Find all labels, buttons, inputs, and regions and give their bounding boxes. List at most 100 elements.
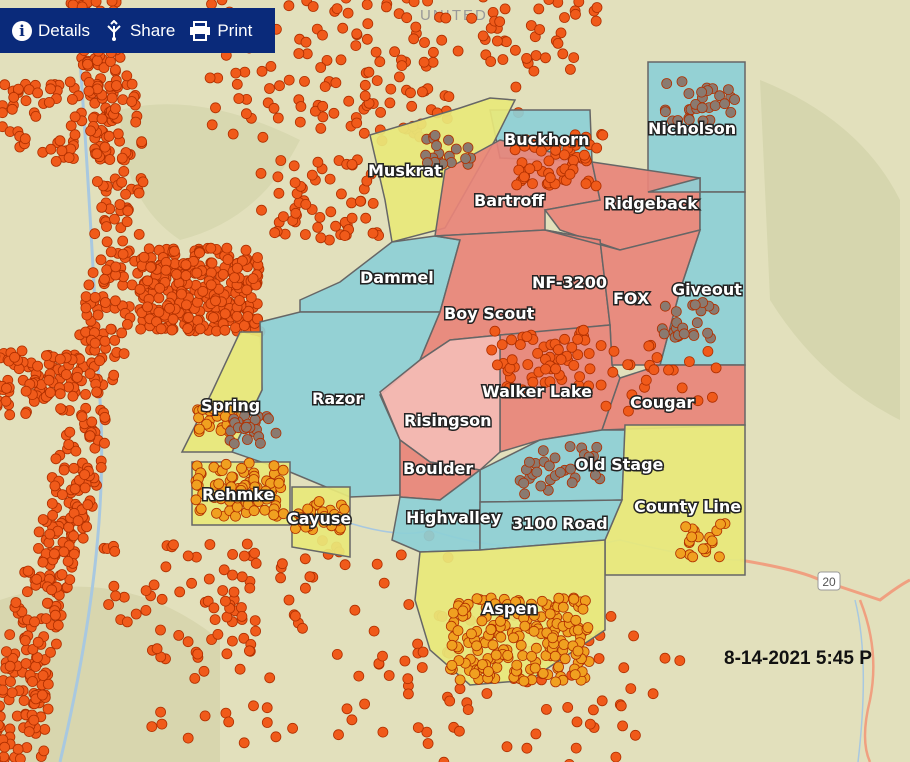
incident-dot [50,453,62,465]
incident-dot [452,45,464,57]
incident-dot [574,371,585,383]
incident-dot [235,602,247,613]
incident-dot [0,741,10,753]
incident-dot [421,726,433,738]
incident-dot [117,235,129,247]
incident-dot [156,593,168,605]
incident-dot [287,722,299,734]
incident-dot [0,395,12,407]
incident-dot [553,661,564,673]
zone-muskrat[interactable] [369,97,517,243]
incident-dot [248,700,259,712]
incident-dot [367,227,379,239]
incident-dot [44,387,56,398]
incident-dot [659,300,671,312]
incident-dot [487,6,499,18]
incident-dot [709,100,721,111]
incident-dot [60,369,72,380]
incident-dot [570,614,582,626]
incident-dot [6,687,18,698]
incident-dot [300,198,312,210]
incident-dot [527,178,538,190]
incident-dot [101,264,113,276]
incident-dot [559,12,570,23]
incident-dot [583,348,595,359]
incident-dot [182,323,194,334]
incident-dot [552,0,564,8]
incident-dot [610,751,622,762]
incident-dot [526,651,537,662]
incident-dot [206,119,218,131]
incident-dot [524,163,536,175]
incident-dot [375,107,387,118]
incident-dot [417,646,429,658]
incident-dot [111,80,122,91]
incident-dot [117,94,129,105]
incident-dot [663,364,674,376]
incident-dot [277,211,289,223]
incident-dot [22,565,34,577]
incident-dot [220,458,232,470]
incident-dot [231,78,243,90]
print-label: Print [217,20,253,40]
incident-dot [92,176,103,187]
incident-dot [304,571,316,583]
incident-dot [182,636,194,648]
incident-dot [0,399,3,409]
incident-dot [678,328,690,340]
incident-dot [537,445,549,457]
incident-dot [297,622,308,634]
incident-dot [590,180,602,192]
incident-dot [573,0,585,8]
incident-dot [696,86,707,98]
incident-dot [314,211,326,223]
incident-dot [335,54,347,66]
incident-dot [249,615,261,626]
incident-dot [510,81,522,93]
incident-dot [247,488,259,500]
incident-dot [299,582,311,594]
incident-dot [49,548,60,560]
incident-dot [4,409,16,421]
incident-dot [80,302,92,314]
label-county-line: County Line [634,497,741,516]
printer-icon [190,20,211,41]
incident-dot [33,543,44,554]
incident-dot [431,140,442,152]
incident-dot [443,134,454,146]
print-button[interactable]: Print [189,20,253,41]
incident-dot [216,0,228,6]
incident-dot [564,441,576,452]
details-button[interactable]: i Details [12,20,90,41]
incident-dot [154,282,166,294]
incident-dot [334,512,346,523]
incident-dot [168,539,179,551]
incident-dot [89,291,101,303]
incident-dot [239,66,251,78]
incident-dot [270,731,282,743]
incident-dot [660,106,671,118]
incident-dot [519,620,531,632]
incident-dot [238,550,250,562]
incident-dot [122,205,134,217]
incident-dot [226,635,238,647]
incident-dot [69,111,81,123]
incident-dot [234,295,245,306]
incident-dot [30,111,42,122]
incident-dot [140,585,152,596]
incident-dot [257,131,269,143]
incident-dot [205,279,217,291]
incident-dot [116,176,128,188]
incident-dot [564,759,575,762]
incident-dot [121,70,133,82]
incident-dot [295,101,307,112]
incident-dot [0,751,10,762]
incident-dot [544,608,556,620]
share-button[interactable]: Share [104,19,175,42]
incident-dot [256,65,268,77]
incident-dot [377,650,388,662]
incident-dot [133,228,145,240]
incident-dot [101,221,112,233]
incident-dot [568,593,580,605]
